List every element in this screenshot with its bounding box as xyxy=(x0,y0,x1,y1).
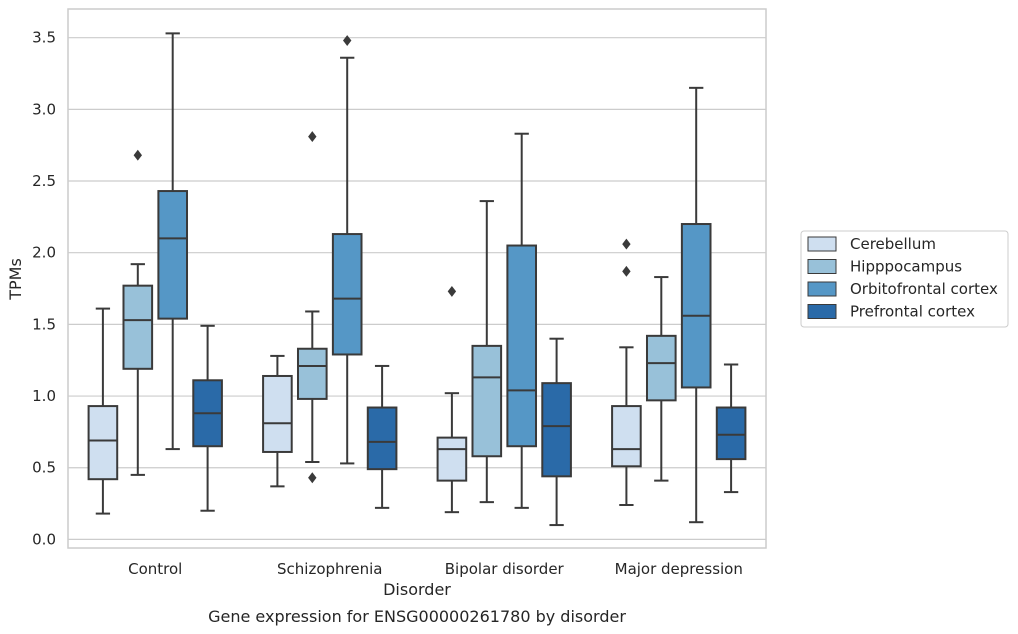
iqr-box xyxy=(506,244,538,448)
box-prefrontal-cortex xyxy=(541,337,572,527)
outlier-point xyxy=(622,265,631,277)
box-hipppocampus xyxy=(645,276,677,482)
legend-label: Hipppocampus xyxy=(850,258,962,276)
y-tick-label: 0.5 xyxy=(32,459,56,477)
iqr-box xyxy=(122,284,154,370)
iqr-box xyxy=(715,406,747,461)
legend-swatch xyxy=(807,236,837,252)
y-tick-label: 3.5 xyxy=(32,29,56,47)
iqr-box xyxy=(87,405,119,481)
iqr-box xyxy=(680,223,712,389)
y-tick-label: 2.5 xyxy=(32,172,56,190)
x-tick-label: Schizophrenia xyxy=(277,560,382,578)
outlier-point xyxy=(133,149,142,161)
iqr-box xyxy=(331,233,363,356)
y-tick-label: 1.0 xyxy=(32,387,56,405)
box-cerebellum xyxy=(611,238,642,506)
y-axis-label: TPMs xyxy=(6,258,25,301)
iqr-box xyxy=(541,382,572,478)
box-prefrontal-cortex xyxy=(715,363,747,494)
y-tick-label: 2.0 xyxy=(32,244,56,262)
x-tick-labels: Control Schizophrenia Bipolar disorder Majo… xyxy=(128,560,743,578)
legend-label: Cerebellum xyxy=(850,235,936,253)
box-hipppocampus xyxy=(296,131,328,484)
y-tick-label: 0.0 xyxy=(32,530,56,548)
outlier-point xyxy=(622,238,631,250)
legend-frame xyxy=(800,230,1009,328)
iqr-box xyxy=(157,190,189,320)
outlier-point xyxy=(343,35,352,46)
box-cerebellum xyxy=(87,307,119,515)
legend-swatch xyxy=(807,304,837,319)
iqr-box xyxy=(262,374,293,453)
chart-caption: Gene expression for ENSG00000261780 by d… xyxy=(208,607,626,626)
box-prefrontal-cortex xyxy=(366,364,398,509)
box-cerebellum xyxy=(436,285,468,514)
box-hipppocampus xyxy=(471,200,503,504)
gridlines xyxy=(68,37,766,540)
legend-swatch xyxy=(807,259,837,274)
x-tick-label: Bipolar disorder xyxy=(445,560,565,578)
legend-swatch xyxy=(807,281,837,297)
box-orbitofrontal-cortex xyxy=(331,35,363,465)
outlier-point xyxy=(308,472,317,484)
box-hipppocampus xyxy=(122,149,154,476)
iqr-box xyxy=(436,436,468,482)
legend-label: Prefrontal cortex xyxy=(850,303,975,321)
x-axis-label: Disorder xyxy=(383,580,451,599)
iqr-box xyxy=(471,344,503,458)
iqr-box xyxy=(296,347,328,400)
x-tick-label: Major depression xyxy=(615,560,743,578)
box-prefrontal-cortex xyxy=(192,324,223,512)
box-orbitofrontal-cortex xyxy=(506,132,538,509)
box-orbitofrontal-cortex xyxy=(157,32,189,451)
legend: Cerebellum Hipppocampus Orbitofrontal cort… xyxy=(800,230,1009,328)
x-tick-label: Control xyxy=(128,560,182,578)
iqr-box xyxy=(645,334,677,402)
iqr-box xyxy=(366,406,398,471)
iqr-box xyxy=(611,405,642,468)
legend-label: Orbitofrontal cortex xyxy=(850,280,998,298)
outlier-point xyxy=(447,285,457,297)
plot-frame xyxy=(67,8,767,549)
box-orbitofrontal-cortex xyxy=(680,86,712,524)
box-layer xyxy=(87,32,747,527)
y-tick-label: 1.5 xyxy=(32,315,56,333)
box-cerebellum xyxy=(262,354,293,488)
y-tick-labels: 0.0 0.5 1.0 1.5 2.0 2.5 3.0 3.5 xyxy=(32,29,56,549)
y-tick-label: 3.0 xyxy=(32,100,56,118)
outlier-point xyxy=(308,131,317,143)
